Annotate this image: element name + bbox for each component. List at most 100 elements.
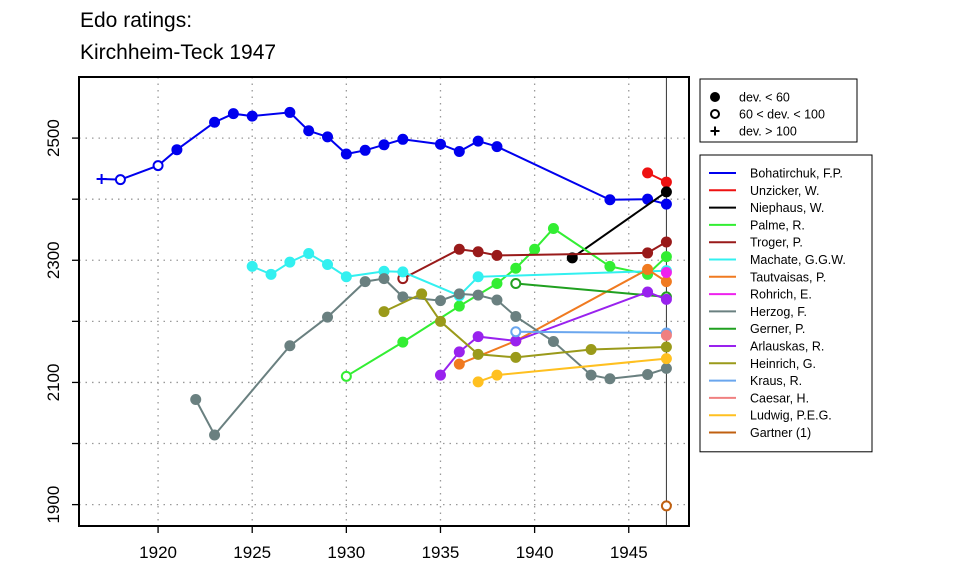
- data-point: [453, 346, 465, 358]
- data-point: [284, 106, 296, 118]
- legend-entry-label: Rohrich, E.: [750, 288, 812, 302]
- data-point: [265, 268, 277, 280]
- data-point: [660, 266, 672, 278]
- data-point: [510, 262, 522, 274]
- data-point: [284, 340, 296, 352]
- chart-title-line-1: Edo ratings:: [80, 9, 193, 32]
- x-tick-label: 1935: [422, 543, 460, 562]
- series-2: [566, 186, 672, 264]
- legend-layer: dev. < 60 60 < dev. < 100 dev. > 100 Bohati…: [699, 78, 873, 453]
- legend-entry-label: Ludwig, P.E.G.: [750, 409, 832, 423]
- data-point: [246, 260, 258, 272]
- data-point: [491, 369, 503, 381]
- data-point: [378, 139, 390, 151]
- data-point: [434, 138, 446, 150]
- data-point: [303, 125, 315, 137]
- data-point: [322, 311, 334, 323]
- data-point: [340, 148, 352, 160]
- data-point: [642, 247, 654, 259]
- legend-entry-label: Arlauskas, R.: [750, 340, 824, 354]
- data-point: [472, 135, 484, 147]
- legend-entry-label: Troger, P.: [750, 236, 803, 250]
- data-point: [660, 353, 672, 365]
- data-point: [171, 144, 183, 156]
- data-point: [378, 273, 390, 285]
- series-line: [515, 330, 667, 334]
- data-point: [397, 266, 409, 278]
- series-4: [397, 236, 672, 285]
- data-point: [660, 276, 672, 288]
- data-point: [209, 429, 221, 441]
- data-point: [510, 310, 522, 322]
- x-tick-label: 1945: [610, 543, 648, 562]
- data-point: [604, 260, 616, 272]
- legend-entry-label: Tautvaisas, P.: [750, 270, 826, 284]
- marker-legend-label: 60 < dev. < 100: [739, 108, 825, 122]
- data-point: [472, 271, 484, 283]
- legend-entry-label: Gartner (1): [750, 426, 811, 440]
- data-point: [472, 246, 484, 258]
- legend-entry-label: Bohatirchuk, F.P.: [750, 167, 843, 181]
- y-tick-label: 2500: [44, 119, 63, 157]
- data-point: [510, 277, 522, 289]
- series-line: [383, 292, 667, 359]
- data-point: [453, 146, 465, 158]
- chart-title-line-2: Kirchheim-Teck 1947: [80, 41, 277, 64]
- data-point: [642, 263, 654, 275]
- data-point: [491, 249, 503, 261]
- data-point: [152, 160, 164, 172]
- data-point: [547, 336, 559, 348]
- data-point: [434, 315, 446, 327]
- x-tick-label: 1930: [327, 543, 365, 562]
- series-line: [194, 277, 667, 437]
- data-point: [491, 141, 503, 153]
- data-point: [472, 348, 484, 360]
- data-point: [604, 194, 616, 206]
- data-point: [303, 248, 315, 260]
- data-point: [284, 256, 296, 268]
- series-line: [345, 227, 668, 378]
- data-point: [453, 288, 465, 300]
- data-point: [340, 370, 352, 382]
- data-point: [114, 174, 126, 186]
- legend-entry-label: Heinrich, G.: [750, 357, 816, 371]
- data-point: [434, 369, 446, 381]
- data-point: [209, 116, 221, 128]
- data-point: [246, 110, 258, 122]
- data-point: [660, 341, 672, 353]
- data-point: [547, 222, 559, 234]
- data-point: [710, 126, 720, 136]
- marker-legend-label: dev. > 100: [739, 125, 797, 139]
- data-point: [710, 92, 720, 102]
- series-line: [477, 357, 667, 383]
- x-tick-label: 1925: [233, 543, 271, 562]
- series-15: [660, 500, 672, 512]
- data-point: [642, 369, 654, 381]
- marker-legend-box: [699, 78, 858, 143]
- legend-entry-label: Kraus, R.: [750, 374, 802, 388]
- legend-entry-label: Niephaus, W.: [750, 201, 824, 215]
- data-point: [491, 277, 503, 289]
- data-point: [378, 306, 390, 318]
- data-point: [585, 343, 597, 355]
- series-legend: Bohatirchuk, F.P. Unzicker, W. Niephaus, W…: [699, 154, 873, 453]
- data-point: [660, 362, 672, 374]
- data-point: [453, 358, 465, 370]
- data-point: [660, 329, 672, 341]
- data-point: [359, 276, 371, 288]
- data-point: [510, 351, 522, 363]
- data-point: [642, 286, 654, 298]
- series-7: [660, 266, 672, 278]
- data-point: [660, 251, 672, 263]
- x-tick-label: 1920: [139, 543, 177, 562]
- data-point: [660, 186, 672, 198]
- legend-entry-label: Palme, R.: [750, 218, 805, 232]
- data-point: [472, 289, 484, 301]
- data-point: [529, 243, 541, 255]
- series-11: [378, 288, 672, 363]
- data-point: [434, 295, 446, 307]
- data-point: [416, 288, 428, 300]
- data-point: [397, 133, 409, 145]
- data-point: [453, 243, 465, 255]
